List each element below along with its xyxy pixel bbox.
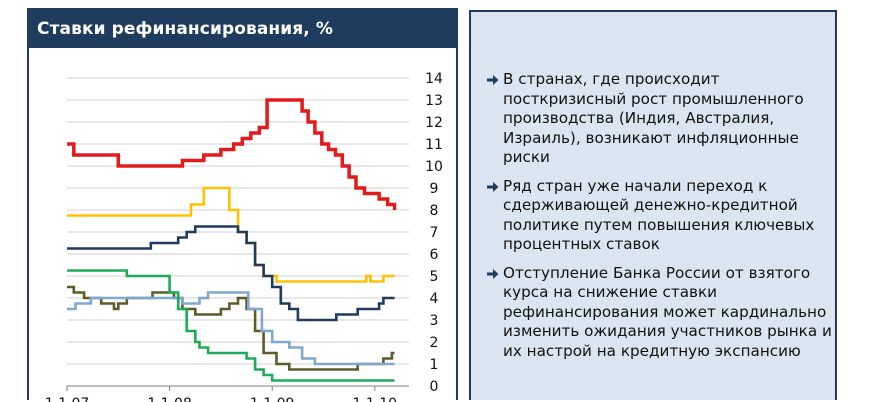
- series-line-2: [67, 186, 395, 283]
- y-tick-label: 13: [425, 93, 443, 109]
- arrow-right-icon: [487, 181, 499, 192]
- x-tick-label: 1.1.09: [250, 396, 295, 402]
- y-tick-label: 2: [430, 335, 439, 351]
- y-tick-label: 7: [430, 225, 439, 241]
- y-tick-label: 4: [430, 291, 439, 307]
- bullet-list: В странах, где происходит посткризисный …: [483, 70, 833, 370]
- text-panel: В странах, где происходит посткризисный …: [469, 10, 837, 400]
- bullet-text: Отступление Банка России от взятого курс…: [503, 263, 832, 360]
- x-tick-label: 1.1.10: [353, 396, 398, 402]
- y-tick-label: 6: [430, 247, 439, 263]
- bullet-item: В странах, где происходит посткризисный …: [483, 70, 833, 168]
- x-tick-label: 1.1.07: [45, 396, 90, 402]
- y-tick-label: 10: [425, 159, 443, 175]
- series-group: [67, 98, 397, 382]
- x-axis: 1.1.07 1.1.08 1.1.09 1.1.10: [45, 385, 409, 402]
- y-tick-label: 14: [425, 71, 443, 87]
- bullet-text: Ряд стран уже начали переход к сдерживаю…: [503, 176, 815, 254]
- series-line-1: [67, 98, 397, 210]
- y-tick-label: 12: [425, 115, 443, 131]
- y-tick-label: 8: [430, 203, 439, 219]
- series-line-4: [67, 285, 395, 371]
- y-tick-label: 9: [430, 181, 439, 197]
- y-tick-label: 11: [425, 137, 443, 153]
- chart-panel: Ставки рефинансирования, % 0 1 2 3 4 5 6 7 8 9 10 1…: [27, 8, 458, 402]
- x-tick-label: 1.1.08: [147, 396, 192, 402]
- bullet-item: Ряд стран уже начали переход к сдерживаю…: [483, 177, 833, 255]
- arrow-right-icon: [487, 268, 499, 279]
- y-tick-label: 3: [430, 313, 439, 329]
- series-line-5: [67, 291, 395, 366]
- series-line-3: [67, 225, 395, 322]
- bullet-text: В странах, где происходит посткризисный …: [503, 70, 804, 166]
- y-tick-label: 0: [430, 379, 439, 395]
- arrow-right-icon: [487, 75, 499, 85]
- bullet-item: Отступление Банка России от взятого курс…: [483, 264, 833, 362]
- y-tick-label: 5: [430, 269, 439, 285]
- y-tick-label: 1: [430, 357, 439, 373]
- chart-title: Ставки рефинансирования, %: [29, 10, 456, 48]
- series-line-6: [67, 269, 395, 382]
